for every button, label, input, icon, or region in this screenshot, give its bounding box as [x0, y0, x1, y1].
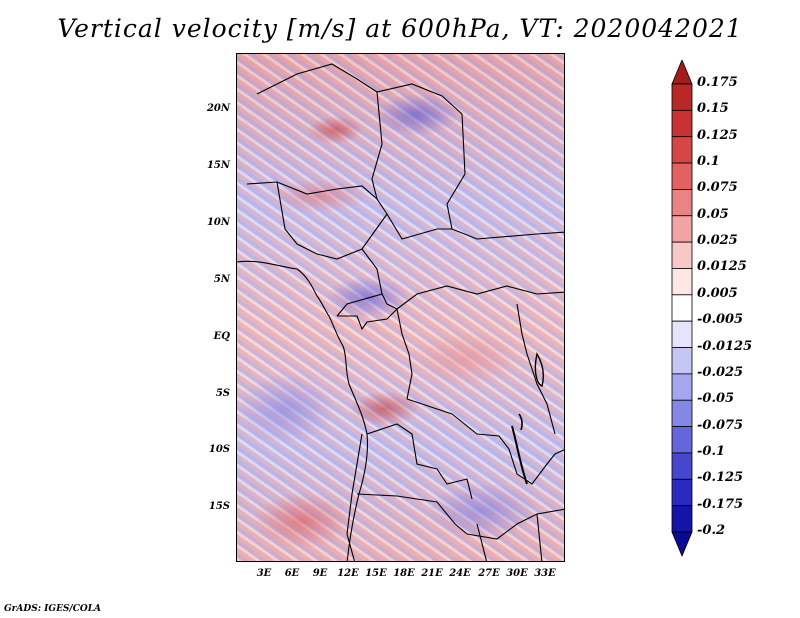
lon-tick-label: 12E — [337, 568, 359, 579]
colorbar-label: -0.025 — [697, 364, 744, 380]
colorbar-segment — [671, 320, 693, 348]
map-panel — [236, 53, 565, 562]
lat-tick-label: 20N — [206, 103, 230, 114]
colorbar-label: 0.15 — [697, 101, 729, 117]
colorbar-segment — [671, 83, 693, 111]
lon-tick-label: 18E — [393, 568, 415, 579]
lon-tick-label: 9E — [312, 568, 328, 579]
colorbar-label: 0.075 — [697, 180, 738, 196]
lon-tick-label: 24E — [449, 568, 471, 579]
colorbar-label: -0.1 — [697, 443, 726, 459]
lat-tick-label: 5S — [215, 388, 230, 399]
colorbar-segment — [671, 162, 693, 190]
lon-tick-label: 33E — [534, 568, 556, 579]
colorbar-segment — [671, 215, 693, 243]
lon-tick-label: 30E — [506, 568, 528, 579]
lon-tick-label: 15E — [365, 568, 387, 579]
colorbar-label: -0.2 — [697, 523, 726, 538]
colorbar-label: 0.0125 — [697, 259, 747, 275]
lat-tick-label: 15S — [208, 501, 230, 512]
lat-tick-label: 10S — [208, 444, 230, 455]
colorbar-label: -0.005 — [697, 312, 744, 328]
colorbar-top-arrow — [671, 60, 693, 85]
lon-tick-label: 21E — [421, 568, 443, 579]
lon-tick-label: 3E — [256, 568, 272, 579]
colorbar-segment — [671, 109, 693, 138]
lat-tick-label: EQ — [213, 331, 230, 342]
colorbar-label: -0.05 — [697, 391, 735, 407]
colorbar-segment — [671, 347, 693, 375]
colorbar-segment — [671, 268, 693, 296]
colorbar-label: 0.005 — [697, 285, 738, 301]
colorbar-label: -0.075 — [697, 417, 744, 433]
colorbar-segment — [671, 399, 693, 427]
colorbar-label: 0.05 — [697, 206, 729, 222]
colorbar-segment — [671, 373, 693, 401]
colorbar-label: 0.125 — [697, 127, 738, 143]
lon-tick-label: 27E — [478, 568, 500, 579]
colorbar-label: 0.175 — [697, 75, 738, 90]
colorbar-label: -0.0125 — [697, 338, 753, 354]
map-title: Vertical velocity [m/s] at 600hPa, VT: 2… — [57, 14, 743, 43]
colorbar-segment — [671, 426, 693, 454]
lat-tick-label: 15N — [206, 160, 230, 171]
colorbar-label: -0.125 — [697, 470, 744, 486]
colorbar-label: 0.025 — [697, 233, 738, 249]
colorbar-segment — [671, 452, 693, 480]
colorbar-label: 0.1 — [697, 154, 720, 170]
lat-tick-label: 5N — [213, 274, 230, 285]
country-borders — [237, 63, 564, 561]
colorbar-segment — [671, 241, 693, 269]
colorbar — [671, 60, 693, 558]
colorbar-segment — [671, 189, 693, 217]
colorbar-segment — [671, 478, 693, 507]
lat-tick-label: 10N — [206, 217, 230, 228]
grads-credit: GrADS: IGES/COLA — [4, 604, 102, 614]
colorbar-segment — [671, 294, 693, 322]
colorbar-segment — [671, 505, 693, 533]
colorbar-bottom-arrow — [671, 531, 693, 558]
lon-tick-label: 6E — [284, 568, 300, 579]
colorbar-label: -0.175 — [697, 496, 744, 512]
colorbar-segment — [671, 136, 693, 164]
